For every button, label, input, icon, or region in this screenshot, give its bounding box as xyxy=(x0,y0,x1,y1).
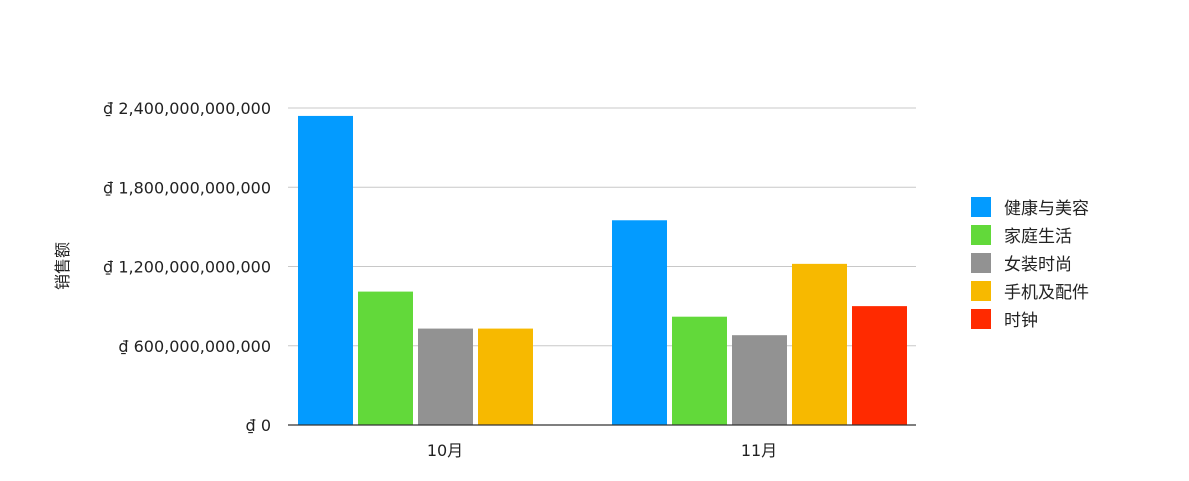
x-category-label: 10月 xyxy=(427,441,463,460)
bar-4-1 xyxy=(478,328,533,425)
y-axis-title: 销售额 xyxy=(53,242,72,290)
y-tick-label: ₫ 0 xyxy=(246,416,271,435)
bar-2-2 xyxy=(672,316,727,425)
y-tick-label: ₫ 2,400,000,000,000 xyxy=(103,99,271,118)
bar-3-1 xyxy=(418,328,473,425)
bar-1-1 xyxy=(298,115,353,426)
legend-swatch xyxy=(971,225,991,245)
legend-label: 手机及配件 xyxy=(1004,283,1089,303)
bar-4-2 xyxy=(792,263,847,425)
legend-label: 时钟 xyxy=(1004,311,1038,331)
legend-label: 女装时尚 xyxy=(1004,255,1072,275)
y-tick-label: ₫ 1,200,000,000,000 xyxy=(103,258,271,277)
legend-swatch xyxy=(971,281,991,301)
bar-3-2 xyxy=(732,335,787,425)
legend-label: 健康与美容 xyxy=(1004,199,1089,219)
axes: ₫ 0 ₫ 600,000,000,000 ₫ 1,200,000,000,000 ₫… xyxy=(103,99,916,460)
legend-label: 家庭生活 xyxy=(1004,227,1072,247)
bar-5-2 xyxy=(852,306,907,425)
y-tick-label: ₫ 1,800,000,000,000 xyxy=(103,178,271,197)
legend-item: 时钟 xyxy=(971,309,1038,331)
legend-item: 手机及配件 xyxy=(971,281,1089,303)
y-tick-label: ₫ 600,000,000,000 xyxy=(118,337,271,356)
legend-item: 健康与美容 xyxy=(971,197,1089,219)
legend-swatch xyxy=(971,309,991,329)
legend-item: 家庭生活 xyxy=(971,225,1072,247)
legend-item: 女装时尚 xyxy=(971,253,1072,275)
legend-swatch xyxy=(971,253,991,273)
bar-1-2 xyxy=(612,220,667,425)
bars xyxy=(298,115,907,426)
x-category-label: 11月 xyxy=(741,441,777,460)
bar-2-1 xyxy=(358,291,413,425)
legend-swatch xyxy=(971,197,991,217)
